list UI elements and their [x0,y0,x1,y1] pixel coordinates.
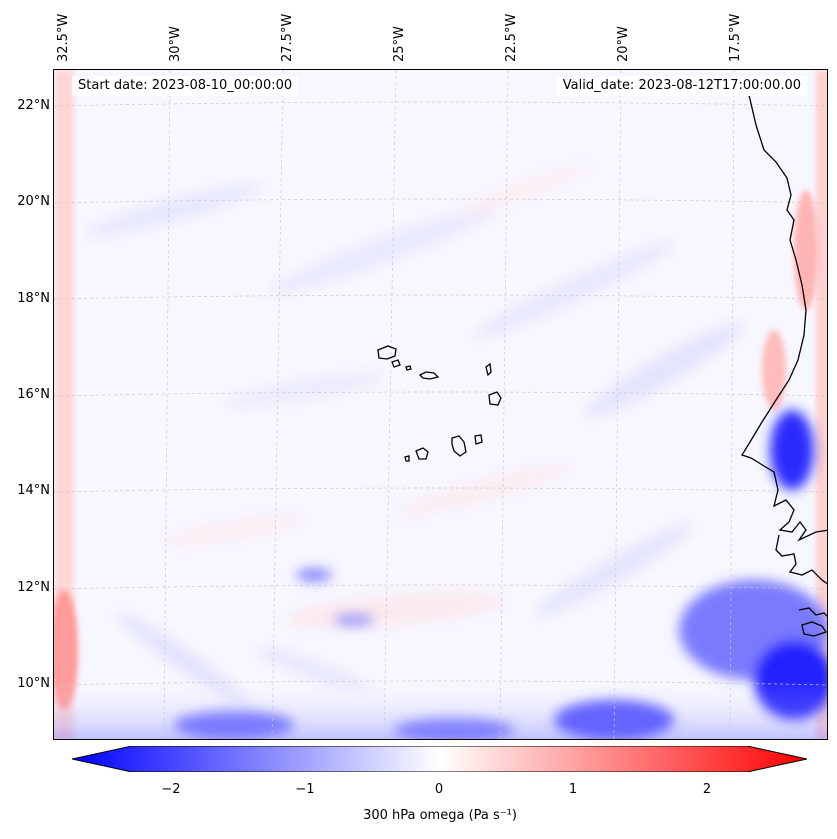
colorbar-gradient [72,746,807,772]
island-boa-vista [488,391,502,406]
map-panel[interactable] [53,69,828,740]
colorbar-tick-2: 2 [702,782,712,797]
valid-date-label: Valid_date: 2023-08-12T17:00:00.00 [556,76,807,96]
graticule [54,70,827,739]
left-positive-maximum [54,590,78,710]
lat-label-22n: 22°N [17,98,50,113]
lon-label-27-5w: 27.5°W [280,13,295,62]
island-santiago [451,435,467,457]
lat-label-18n: 18°N [17,291,50,306]
right-positive-patch [794,190,818,310]
lon-label-32-5w: 32.5°W [56,13,71,62]
start-date-label: Start date: 2023-08-10_00:00:00 [72,76,299,96]
lat-label-16n: 16°N [17,387,50,402]
lat-label-12n: 12°N [17,580,50,595]
island-sal [485,362,492,377]
island-sao-nicolau [418,371,440,380]
lon-label-17-5w: 17.5°W [728,13,743,62]
lat-label-14n: 14°N [17,483,50,498]
colorbar-label: 300 hPa omega (Pa s⁻¹) [363,808,517,823]
lon-label-20w: 20°W [616,26,631,62]
coastline-africa [741,94,827,637]
colorbar-tick-minus2: −2 [161,782,181,797]
colorbar [72,746,807,772]
lon-label-30w: 30°W [168,26,183,62]
lon-label-22-5w: 22.5°W [504,13,519,62]
island-fogo [415,447,429,460]
lat-label-10n: 10°N [17,676,50,691]
left-boundary-band [54,70,74,739]
island-brava [404,455,410,462]
islands-cabo-verde [377,345,502,462]
omega-field [54,70,827,739]
island-santa-luzia [405,365,412,371]
southern-band [54,680,827,739]
colorbar-tick-minus1: −1 [295,782,315,797]
lon-label-25w: 25°W [392,26,407,62]
right-boundary-band [816,70,827,739]
island-santo-antao [377,345,397,360]
colorbar-tick-0: 0 [434,782,444,797]
island-maio [474,434,483,445]
island-sao-vicente [391,359,401,368]
colorbar-tick-1: 1 [568,782,578,797]
lat-label-20n: 20°N [17,194,50,209]
coastal-positive-patch [762,330,786,410]
